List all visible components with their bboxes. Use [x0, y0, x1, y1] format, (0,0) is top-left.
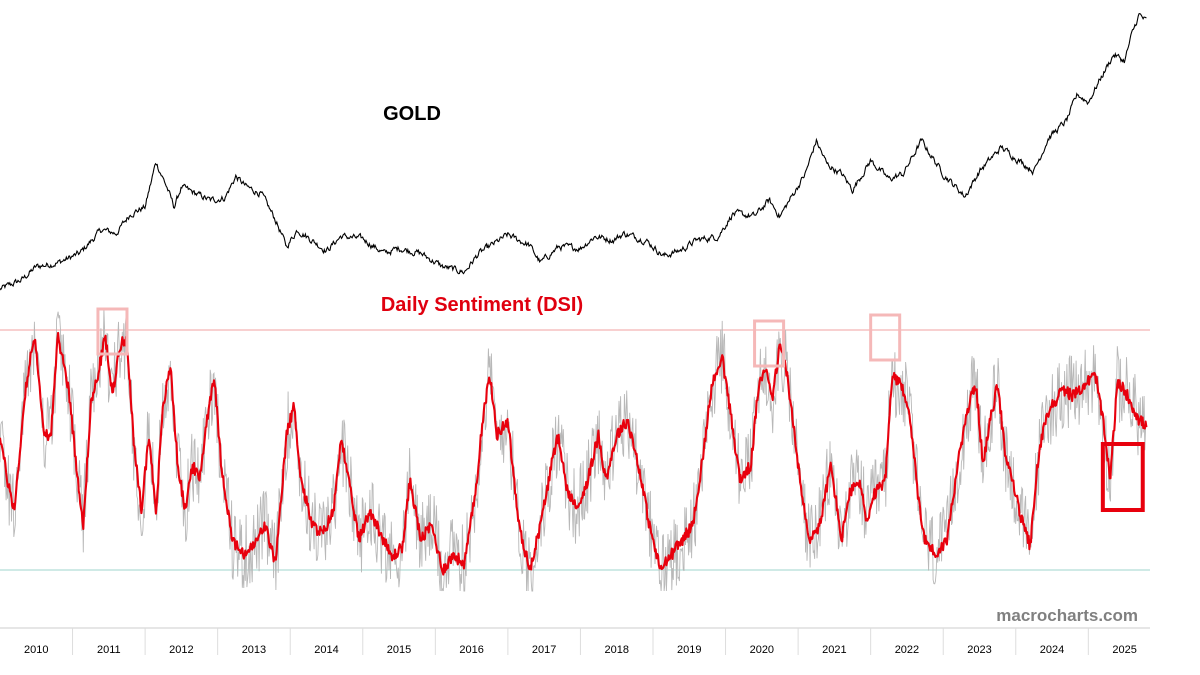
annotation-box-4 [1100, 442, 1145, 512]
x-tick-label-2014: 2014 [314, 644, 338, 656]
gold-price-line [0, 13, 1147, 291]
annotation-box-3 [869, 313, 902, 362]
x-tick-label-2023: 2023 [967, 644, 991, 656]
reference-lines [0, 329, 1150, 571]
x-tick-label-2013: 2013 [242, 644, 266, 656]
x-tick-label-2010: 2010 [24, 644, 48, 656]
annotation-box-2 [753, 319, 786, 368]
x-axis: 2010 2011 2012 2013 2014 2015 2016 2017 2018 2019… [0, 627, 1150, 656]
x-tick-label-2020: 2020 [750, 644, 774, 656]
gold-price-series [0, 13, 1147, 291]
x-tick-label-2017: 2017 [532, 644, 556, 656]
annotation-box-1 [96, 307, 129, 356]
dsi-daily-line [0, 308, 1147, 592]
dsi-smoothed-series [0, 331, 1148, 576]
dsi-daily-series [0, 308, 1147, 592]
x-tick-label-2025: 2025 [1112, 644, 1136, 656]
x-tick-label-2018: 2018 [604, 644, 628, 656]
x-tick-label-2016: 2016 [459, 644, 483, 656]
dsi-smoothed-line [0, 331, 1148, 576]
x-tick-label-2015: 2015 [387, 644, 411, 656]
x-tick-label-2021: 2021 [822, 644, 846, 656]
x-tick-label-2012: 2012 [169, 644, 193, 656]
dsi-panel-title: Daily Sentiment (DSI) [381, 294, 583, 316]
x-tick-label-2024: 2024 [1040, 644, 1064, 656]
x-tick-label-2011: 2011 [97, 644, 121, 656]
gold-panel-title: GOLD [383, 103, 441, 125]
watermark: macrocharts.com [996, 606, 1138, 625]
annotation-boxes [96, 307, 1145, 512]
x-tick-label-2019: 2019 [677, 644, 701, 656]
x-tick-label-2022: 2022 [895, 644, 919, 656]
